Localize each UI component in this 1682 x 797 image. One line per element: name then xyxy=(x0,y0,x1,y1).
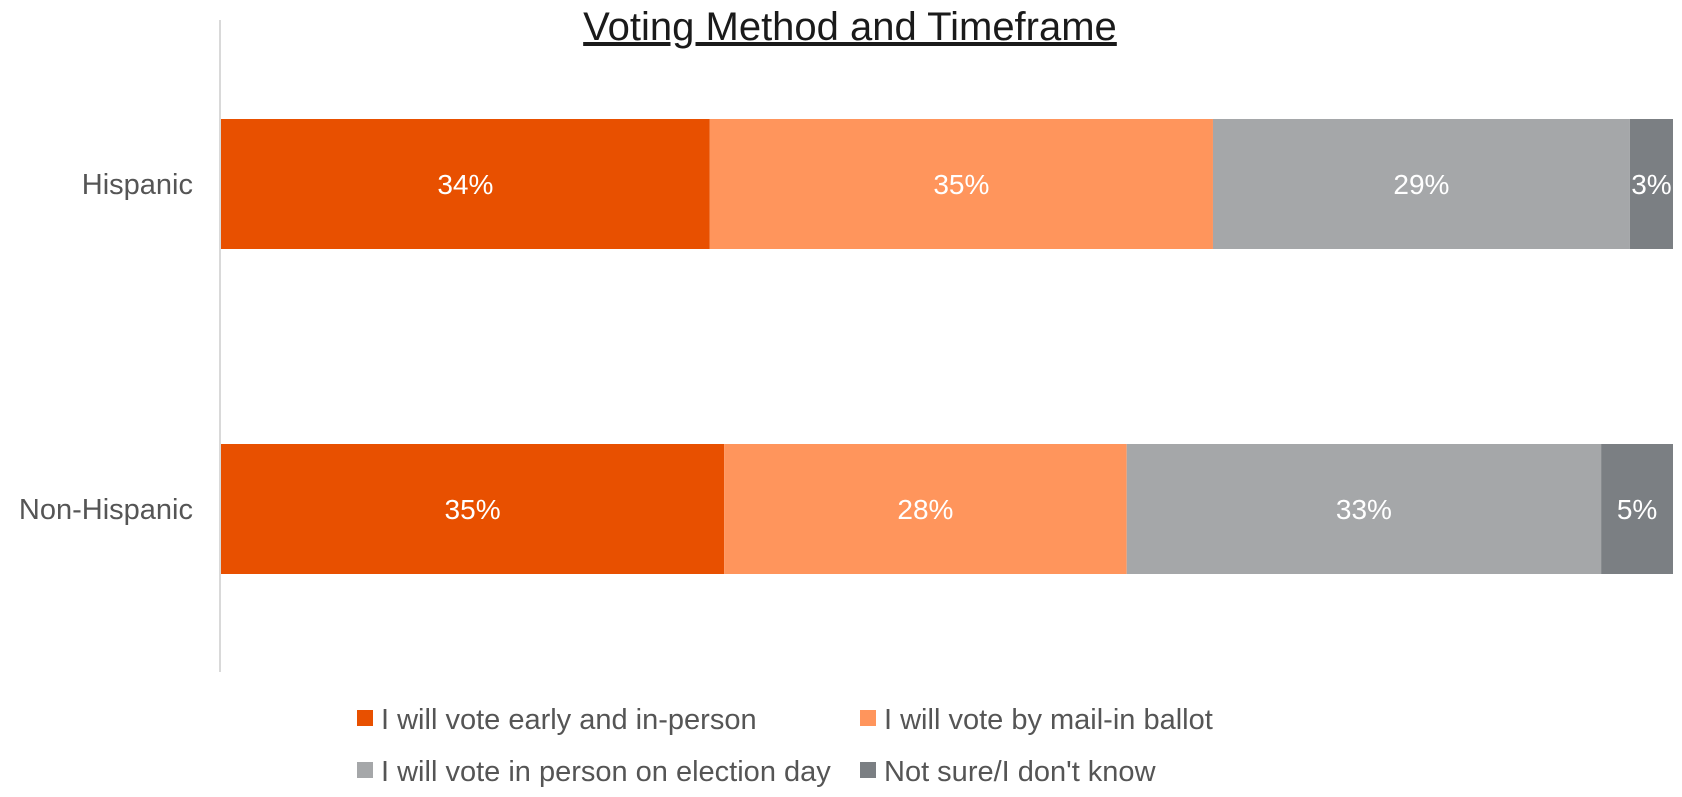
data-label-0-3: 3% xyxy=(1631,169,1671,200)
legend-label-1: I will vote by mail-in ballot xyxy=(884,704,1213,736)
data-label-1-2: 33% xyxy=(1336,494,1392,525)
legend-label-2: I will vote in person on election day xyxy=(381,756,831,788)
bar-segment-1-1[interactable] xyxy=(724,444,1127,574)
legend-label-0: I will vote early and in-person xyxy=(381,704,757,736)
bar-segment-1-3[interactable] xyxy=(1601,444,1673,574)
data-label-1-0: 35% xyxy=(445,494,501,525)
bar-segment-0-1[interactable] xyxy=(709,119,1213,249)
data-label-0-1: 35% xyxy=(933,169,989,200)
data-label-0-0: 34% xyxy=(437,169,493,200)
category-label-0: Hispanic xyxy=(82,169,193,201)
legend-swatch-1 xyxy=(860,710,876,726)
legend-swatch-0 xyxy=(357,710,373,726)
data-label-1-3: 5% xyxy=(1617,494,1657,525)
legend[interactable]: I will vote early and in-person I will vo… xyxy=(357,704,1213,788)
legend-item-1[interactable]: I will vote by mail-in ballot xyxy=(860,704,1213,736)
legend-swatch-3 xyxy=(860,762,876,778)
legend-item-2[interactable]: I will vote in person on election day xyxy=(357,756,831,788)
legend-item-3[interactable]: Not sure/I don't know xyxy=(860,756,1157,788)
legend-item-0[interactable]: I will vote early and in-person xyxy=(357,704,757,736)
chart-title: Voting Method and Timeframe xyxy=(583,5,1117,49)
legend-swatch-2 xyxy=(357,762,373,778)
bar-segment-1-0[interactable] xyxy=(221,444,725,574)
bar-segment-1-2[interactable] xyxy=(1126,444,1602,574)
legend-label-3: Not sure/I don't know xyxy=(884,756,1157,788)
data-label-1-1: 28% xyxy=(897,494,953,525)
data-label-0-2: 29% xyxy=(1393,169,1449,200)
bar-segment-0-2[interactable] xyxy=(1212,119,1630,249)
bar-segment-0-3[interactable] xyxy=(1629,119,1673,249)
category-label-1: Non-Hispanic xyxy=(19,494,193,526)
bars-layer: 34% 35% 29% 3% 35% 28% 33% 5% xyxy=(221,119,1673,574)
category-labels: Hispanic Non-Hispanic xyxy=(19,169,193,526)
bar-segment-0-0[interactable] xyxy=(221,119,710,249)
